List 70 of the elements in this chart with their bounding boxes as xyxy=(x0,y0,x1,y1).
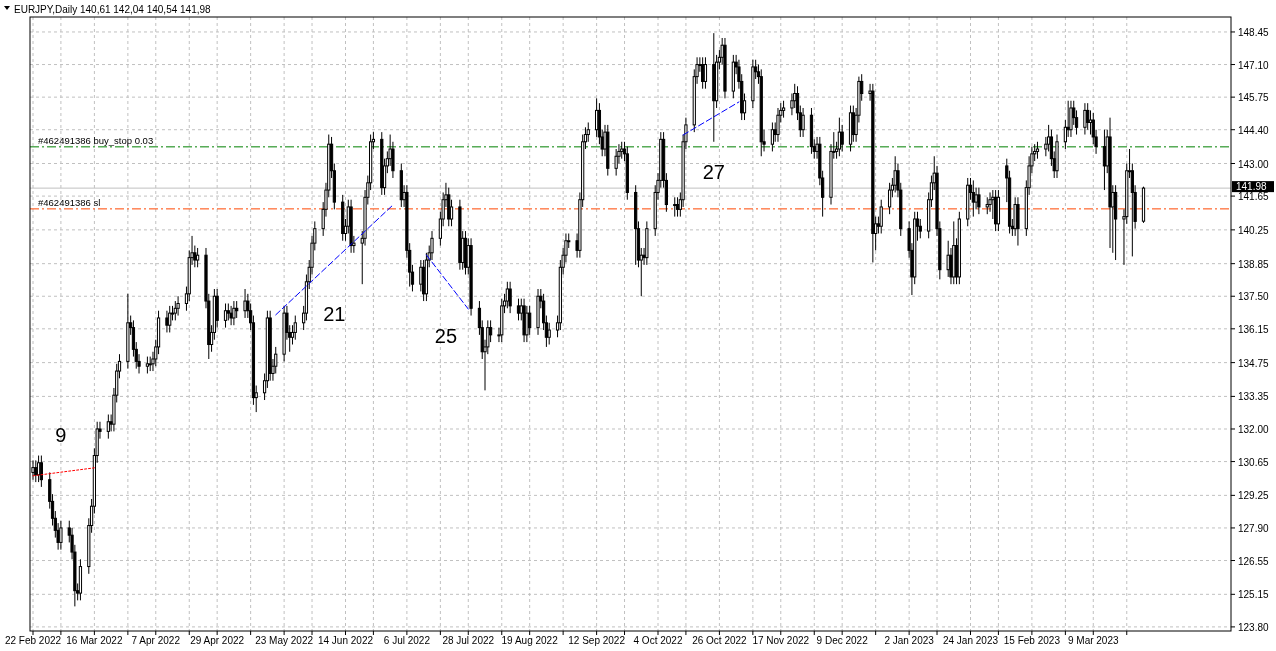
chart-title: EURJPY,Daily 140,61 142,04 140,54 141,98 xyxy=(14,4,212,15)
y-tick-label: 144.40 xyxy=(1238,124,1270,136)
annotation: 27 xyxy=(702,160,725,183)
candlestick xyxy=(977,187,981,215)
y-tick-label: 147.10 xyxy=(1238,59,1270,71)
x-tick-label: 24 Jan 2023 xyxy=(942,635,999,646)
x-tick-label: 9 Mar 2023 xyxy=(1067,635,1120,646)
y-tick-label: 137.50 xyxy=(1238,291,1270,303)
x-tick-label: 22 Feb 2022 xyxy=(4,635,62,646)
x-tick-label: 7 Apr 2022 xyxy=(131,635,181,646)
ref-line-label: #462491386 sl xyxy=(38,196,101,208)
candlestick xyxy=(801,107,805,138)
x-tick-label: 12 Sep 2022 xyxy=(568,635,626,646)
x-tick-label: 15 Feb 2023 xyxy=(1003,635,1061,646)
annotation: 9 xyxy=(55,423,67,446)
x-tick-label: 17 Nov 2022 xyxy=(752,635,810,646)
candlestick xyxy=(703,56,708,90)
y-tick-label: 141.65 xyxy=(1238,191,1270,203)
y-tick-label: 133.35 xyxy=(1238,391,1270,403)
candlestick xyxy=(508,281,512,314)
y-tick-label: 130.65 xyxy=(1238,456,1270,468)
candlestick xyxy=(991,189,995,220)
ref-line-label: #462491386 buy_stop 0.03 xyxy=(38,134,154,146)
y-tick-label: 129.25 xyxy=(1238,490,1270,502)
candlestick xyxy=(547,322,551,346)
candlestick xyxy=(701,56,705,90)
y-tick-label: 127.90 xyxy=(1238,522,1270,534)
x-tick-label: 9 Dec 2022 xyxy=(816,635,869,646)
y-tick-label: 134.75 xyxy=(1238,357,1270,369)
candlestick xyxy=(1086,102,1090,131)
candlestick xyxy=(243,288,247,319)
y-tick-label: 123.80 xyxy=(1238,621,1270,633)
candlestick xyxy=(614,148,618,177)
candlestick xyxy=(165,310,169,333)
candlestick xyxy=(1066,100,1070,138)
candlestick xyxy=(776,107,780,143)
x-tick-label: 29 Apr 2022 xyxy=(190,635,245,646)
candlestick xyxy=(595,97,599,138)
y-tick-label: 125.15 xyxy=(1238,589,1270,601)
x-tick-label: 23 May 2022 xyxy=(255,635,314,646)
annotation: 25 xyxy=(434,325,458,348)
y-tick-label: 145.75 xyxy=(1238,92,1270,104)
candlestick xyxy=(34,459,38,483)
ref-line-label: 141.98 xyxy=(1236,181,1268,193)
x-tick-label: 16 Mar 2022 xyxy=(66,635,123,646)
y-tick-label: 143.00 xyxy=(1238,158,1270,170)
x-tick-label: 14 Jun 2022 xyxy=(317,635,374,646)
x-tick-label: 4 Oct 2022 xyxy=(633,635,683,646)
y-tick-label: 148.45 xyxy=(1238,26,1270,38)
y-tick-label: 126.55 xyxy=(1238,555,1270,567)
candlestick xyxy=(840,124,844,152)
candlestick xyxy=(893,155,897,193)
y-tick-label: 132.00 xyxy=(1238,423,1270,435)
candlestick xyxy=(419,259,423,292)
candlestick xyxy=(1083,102,1087,136)
y-tick-label: 138.85 xyxy=(1238,258,1270,270)
candlestick xyxy=(673,196,677,218)
x-tick-label: 19 Aug 2022 xyxy=(501,635,559,646)
y-tick-label: 140.25 xyxy=(1238,224,1270,236)
x-tick-label: 28 Jul 2022 xyxy=(442,635,495,646)
y-tick-label: 136.15 xyxy=(1238,323,1270,335)
candlestick xyxy=(293,315,297,341)
x-tick-label: 26 Oct 2022 xyxy=(692,635,748,646)
x-tick-label: 6 Jul 2022 xyxy=(383,635,431,646)
candlestick xyxy=(1069,100,1073,138)
candlestick xyxy=(196,247,200,268)
candlestick xyxy=(176,295,180,317)
x-tick-label: 2 Jan 2023 xyxy=(884,635,935,646)
annotation: 21 xyxy=(323,303,346,326)
candlestick xyxy=(59,520,63,551)
